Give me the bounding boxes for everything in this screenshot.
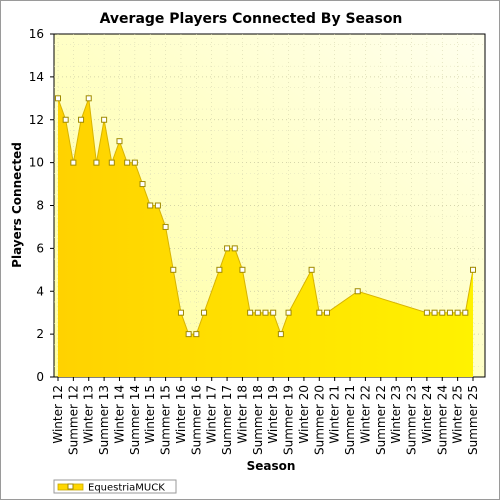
data-point-marker [201,309,208,316]
data-point-marker [277,331,284,338]
x-tick-label: Summer 17 [220,385,234,455]
x-tick-label: Winter 12 [51,385,65,444]
x-tick-label: Summer 18 [251,385,265,455]
data-point-marker [431,309,438,316]
x-tick-label: Summer 14 [128,385,142,455]
data-point-marker [316,309,323,316]
data-point-marker [116,138,123,145]
x-tick-label: Winter 13 [82,385,96,444]
data-point-marker [270,309,277,316]
data-point-marker [224,245,231,252]
data-point-marker [131,159,138,166]
x-tick-label: Winter 18 [235,385,249,444]
data-point-marker [170,266,177,273]
y-tick-label: 6 [36,241,44,255]
x-axis-ticks: Winter 12 Summer 12 Winter 13 Summer 13 Wint… [51,377,480,455]
y-tick-label: 4 [36,284,44,298]
x-tick-label: Summer 16 [189,385,203,455]
y-tick-label: 0 [36,370,44,384]
x-tick-label: Summer 15 [159,385,173,455]
data-point-marker [93,159,100,166]
y-tick-label: 8 [36,199,44,213]
data-point-marker [193,331,200,338]
legend-marker-icon [67,483,74,490]
x-axis-label: Season [247,459,296,473]
x-tick-label: Summer 25 [466,385,480,455]
y-tick-label: 16 [29,27,44,41]
legend-label: EquestriaMUCK [88,483,165,494]
data-point-marker [446,309,453,316]
data-point-marker [439,309,446,316]
data-point-marker [108,159,115,166]
y-axis-ticks: 0 2 4 6 8 10 12 14 16 [29,27,54,384]
data-point-marker [124,159,131,166]
x-tick-label: Winter 16 [174,385,188,444]
data-point-marker [101,116,108,123]
data-point-marker [78,116,85,123]
y-axis-label: Players Connected [10,142,24,268]
data-points [55,95,476,338]
data-point-marker [323,309,330,316]
x-tick-label: Summer 24 [435,385,449,455]
data-point-marker [177,309,184,316]
data-point-marker [55,95,61,102]
data-point-marker [262,309,269,316]
data-point-marker [454,309,461,316]
x-tick-label: Winter 19 [266,385,280,444]
y-tick-label: 14 [29,70,44,84]
data-point-marker [139,181,146,188]
data-point-marker [470,266,476,273]
legend-box [53,479,177,494]
chart-title: Average Players Connected By Season [100,11,403,27]
data-point-marker [423,309,430,316]
y-tick-label: 12 [29,113,44,127]
data-point-marker [239,266,246,273]
series-area-fill [58,98,473,377]
data-point-marker [70,159,77,166]
x-tick-label: Summer 19 [282,385,296,455]
data-point-marker [154,202,161,209]
x-tick-label: Summer 20 [312,385,326,455]
x-tick-label: Winter 20 [297,385,311,444]
x-tick-label: Winter 24 [420,385,434,444]
x-tick-label: Winter 14 [112,385,126,444]
data-point-marker [247,309,254,316]
x-tick-label: Summer 23 [405,385,419,455]
data-point-marker [216,266,223,273]
x-tick-label: Summer 21 [343,385,357,455]
data-point-marker [462,309,469,316]
x-tick-label: Winter 23 [389,385,403,444]
data-point-marker [285,309,292,316]
y-tick-label: 10 [29,156,44,170]
data-point-marker [231,245,238,252]
data-point-marker [162,223,169,230]
data-point-marker [185,331,192,338]
y-tick-label: 2 [36,327,44,341]
x-tick-label: Summer 22 [374,385,388,455]
x-tick-label: Winter 17 [205,385,219,444]
data-point-marker [85,95,92,102]
x-tick-label: Summer 13 [97,385,111,455]
x-tick-label: Winter 25 [451,385,465,444]
data-point-marker [62,116,69,123]
x-tick-label: Winter 15 [143,385,157,444]
x-tick-label: Summer 12 [66,385,80,455]
data-point-marker [354,288,361,295]
legend: EquestriaMUCK [53,479,177,494]
data-point-marker [147,202,154,209]
data-point-marker [308,266,315,273]
data-point-marker [254,309,261,316]
x-tick-label: Winter 21 [328,385,342,444]
x-tick-label: Winter 22 [358,385,372,444]
